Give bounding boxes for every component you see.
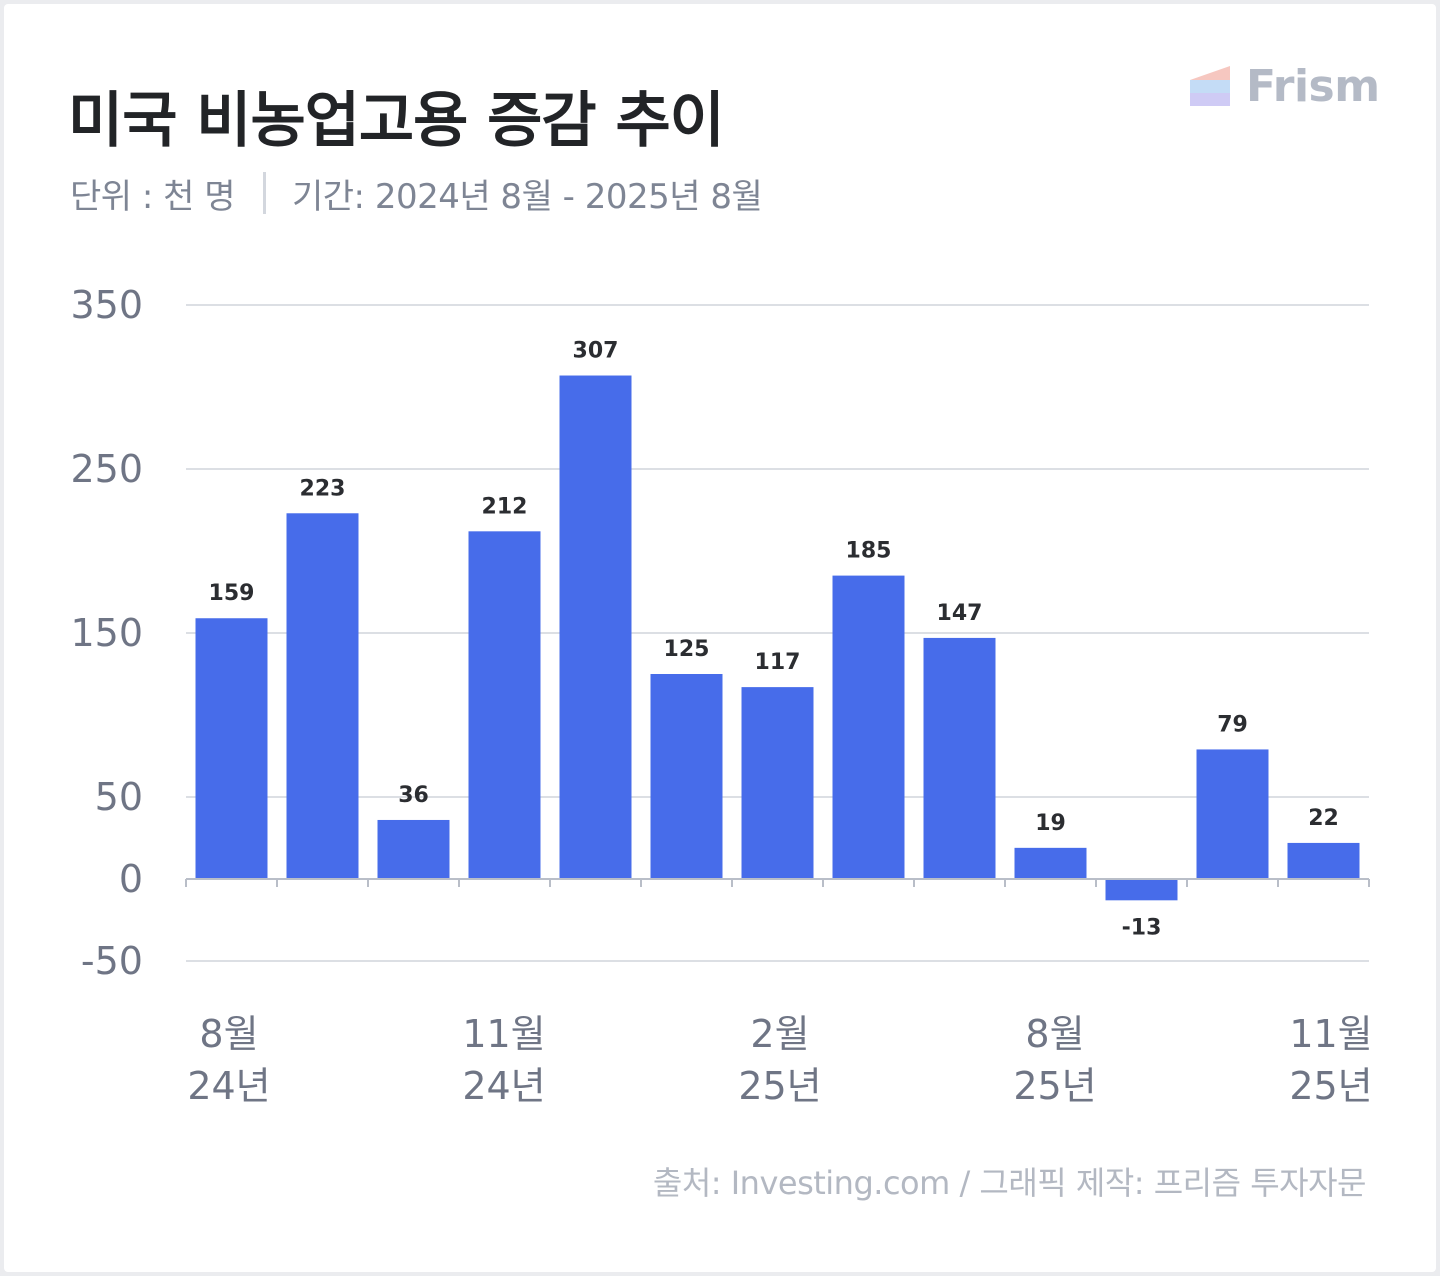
period-label: 기간: 2024년 8월 - 2025년 8월 [292,176,763,217]
data-label: 147 [937,601,983,626]
chart-subtitle: 단위 : 천 명 기간: 2024년 8월 - 2025년 8월 [70,170,763,217]
y-tick-label: 150 [70,611,143,655]
y-tick-label: 250 [70,447,143,491]
bar [377,819,450,879]
x-tick-label-month: 8월 [199,1012,258,1056]
bar [923,637,996,879]
subtitle-divider [263,172,266,214]
data-label: 36 [398,783,429,808]
data-label: 212 [482,494,528,519]
bar [1014,847,1087,879]
data-label: 22 [1308,806,1339,831]
chart-title: 미국 비농업고용 증감 추이 [68,86,725,156]
x-tick-label-month: 2월 [750,1012,809,1056]
bar [832,575,905,879]
y-tick-label: 350 [70,283,143,327]
x-tick-label-year: 25년 [1289,1064,1372,1108]
data-label: 307 [573,339,619,364]
y-tick-label: 0 [119,857,143,901]
x-tick-label-month: 11월 [462,1012,545,1056]
frism-logo: Frism [1190,60,1380,112]
y-tick-label: 50 [95,775,143,819]
data-label: 185 [846,539,892,564]
bar [650,674,723,879]
source-note: 출처: Investing.com / 그래픽 제작: 프리즘 투자자문 [652,1164,1367,1202]
x-tick-label-month: 11월 [1289,1012,1372,1056]
unit-label: 단위 : 천 명 [70,176,236,217]
data-label: 159 [209,581,255,606]
data-label: 125 [664,637,710,662]
x-tick-label-month: 8월 [1025,1012,1084,1056]
data-label: 19 [1035,811,1066,836]
bar [468,531,541,879]
frism-logo-icon [1190,66,1230,106]
bar [741,687,814,879]
x-tick-label-year: 25년 [1013,1064,1096,1108]
bar [195,618,268,879]
bar [1287,842,1360,879]
bar [559,375,632,879]
x-tick-label-year: 24년 [187,1064,270,1108]
data-label: 79 [1217,712,1248,737]
y-tick-label: -50 [81,939,143,983]
bar [1196,749,1269,879]
bar [1105,879,1178,901]
x-tick-label-year: 24년 [462,1064,545,1108]
data-label: 223 [300,476,346,501]
bar [286,513,359,879]
data-label: -13 [1122,915,1162,940]
x-tick-label-year: 25년 [738,1064,821,1108]
data-label: 117 [755,650,801,675]
frism-logo-text: Frism [1246,60,1380,112]
